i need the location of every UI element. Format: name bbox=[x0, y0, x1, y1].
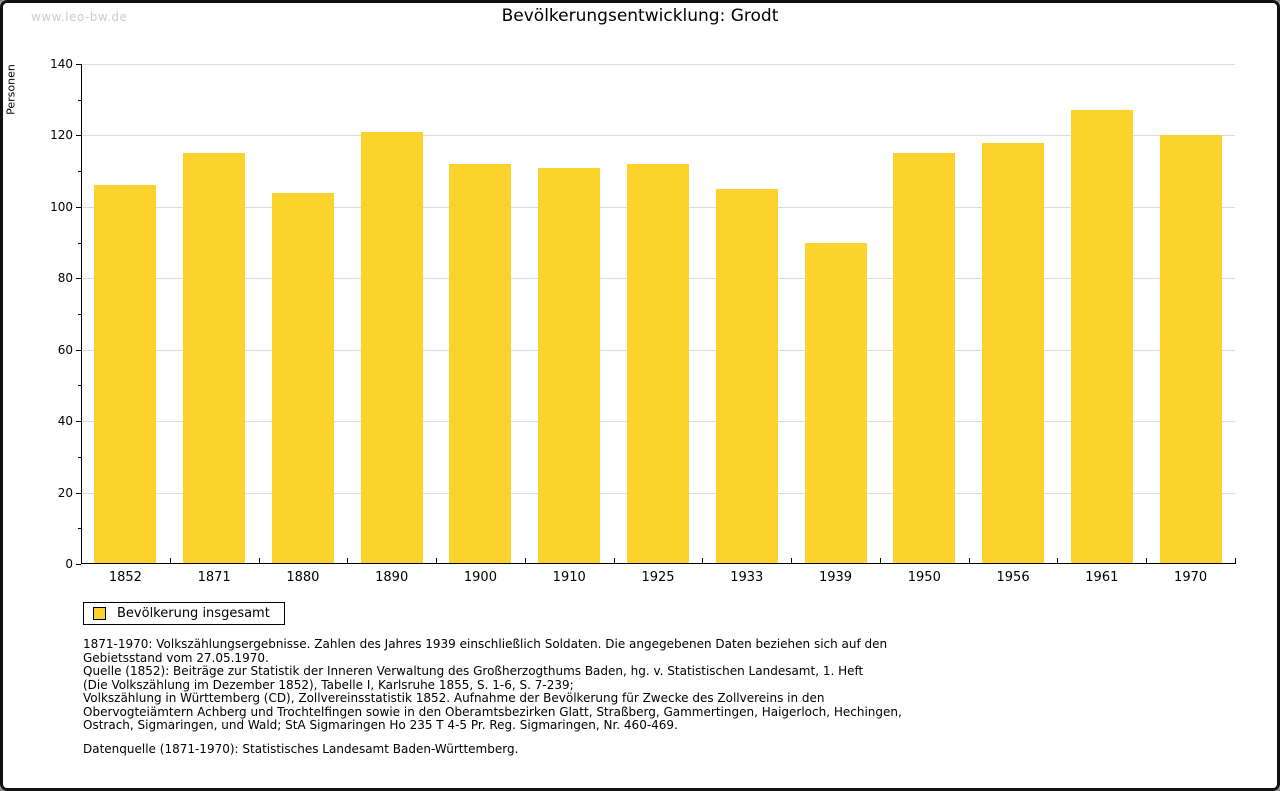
bar bbox=[982, 142, 1045, 564]
bar bbox=[1070, 110, 1133, 564]
x-tick-label: 1900 bbox=[463, 570, 497, 585]
x-tick-label: 1871 bbox=[197, 570, 231, 585]
x-axis-tick bbox=[1235, 558, 1236, 564]
bar bbox=[804, 242, 867, 564]
y-axis-major-tick bbox=[76, 278, 81, 280]
y-axis-minor-tick bbox=[78, 242, 81, 244]
x-axis-tick bbox=[525, 558, 526, 564]
y-tick-label: 80 bbox=[57, 271, 73, 286]
y-axis-major-tick bbox=[76, 349, 81, 351]
x-tick-label: 1950 bbox=[907, 570, 941, 585]
y-tick-label: 20 bbox=[57, 485, 73, 500]
x-axis-tick bbox=[880, 558, 881, 564]
legend-label: Bevölkerung insgesamt bbox=[117, 606, 270, 621]
bar bbox=[183, 153, 246, 564]
x-axis-tick bbox=[702, 558, 703, 564]
x-axis-line bbox=[81, 563, 1235, 564]
y-axis-minor-tick bbox=[78, 314, 81, 315]
y-tick-label: 40 bbox=[57, 414, 73, 429]
y-axis-major-tick bbox=[76, 64, 81, 65]
y-axis-major-tick bbox=[76, 492, 81, 494]
x-tick-label: 1880 bbox=[286, 570, 320, 585]
y-axis-minor-tick bbox=[78, 385, 81, 387]
x-axis-tick bbox=[347, 558, 348, 564]
x-tick-label: 1939 bbox=[818, 570, 853, 585]
bar bbox=[1159, 135, 1222, 564]
x-axis-tick bbox=[791, 558, 792, 564]
bar bbox=[271, 192, 334, 564]
gridline bbox=[81, 135, 1235, 137]
bar bbox=[715, 189, 778, 564]
x-tick-label: 1933 bbox=[730, 570, 764, 585]
x-tick-label: 1956 bbox=[996, 570, 1030, 585]
bar bbox=[360, 131, 423, 564]
x-tick-label: 1910 bbox=[552, 570, 586, 585]
x-axis-tick bbox=[170, 558, 171, 564]
watermark-leo-bw: www.leo-bw.de bbox=[31, 10, 128, 24]
bar bbox=[627, 164, 689, 564]
y-axis-minor-tick bbox=[78, 99, 81, 101]
x-axis-tick bbox=[1057, 558, 1058, 564]
legend-swatch-icon bbox=[93, 607, 106, 620]
y-tick-label: 140 bbox=[50, 57, 73, 71]
plot-area: 1852 1871 1880 1890 1900 1910 1925 1933 1939 1950… bbox=[50, 57, 1236, 585]
x-tick-label: 1961 bbox=[1085, 570, 1119, 585]
chart-title: Bevölkerungsentwicklung: Grodt bbox=[501, 6, 779, 26]
footnote-sources: 1871-1970: Volkszählungsergebnisse. Zahl… bbox=[83, 637, 902, 732]
y-axis-title: Personen bbox=[4, 64, 18, 115]
legend-box: Bevölkerung insgesamt bbox=[83, 602, 285, 625]
x-tick-label: 1925 bbox=[641, 570, 675, 585]
x-axis-tick bbox=[614, 558, 615, 564]
gridline bbox=[81, 64, 1235, 65]
x-axis-tick bbox=[259, 558, 260, 564]
y-axis-major-tick bbox=[76, 421, 81, 423]
bar bbox=[94, 185, 157, 564]
x-axis-tick bbox=[969, 558, 970, 564]
x-tick-label: 1890 bbox=[375, 570, 409, 585]
bar bbox=[538, 167, 601, 564]
y-axis-line bbox=[81, 64, 82, 564]
y-tick-label: 100 bbox=[50, 199, 73, 214]
y-axis-major-tick bbox=[76, 135, 81, 137]
y-axis-minor-tick bbox=[78, 171, 81, 173]
bar bbox=[893, 153, 956, 564]
y-tick-label: 60 bbox=[57, 342, 73, 357]
footnote-datasource: Datenquelle (1871-1970): Statistisches L… bbox=[83, 742, 519, 756]
x-axis-tick bbox=[1146, 558, 1147, 564]
x-tick-label: 1852 bbox=[108, 570, 142, 585]
x-axis-tick bbox=[436, 558, 437, 564]
y-tick-label: 0 bbox=[65, 557, 73, 571]
y-tick-label: 120 bbox=[50, 128, 73, 143]
bar bbox=[449, 164, 512, 564]
x-tick-label: 1970 bbox=[1174, 570, 1208, 585]
y-axis-major-tick bbox=[76, 206, 81, 208]
y-axis-minor-tick bbox=[78, 528, 81, 530]
y-axis-major-tick bbox=[76, 564, 81, 565]
y-axis-minor-tick bbox=[78, 456, 81, 458]
